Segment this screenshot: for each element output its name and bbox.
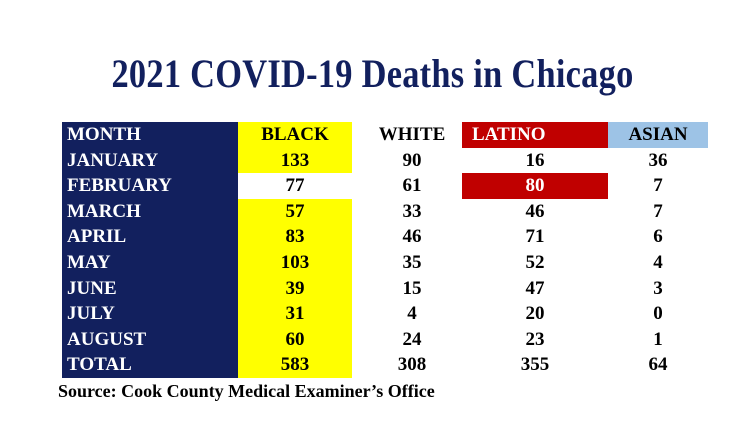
table-row: APRIL 83 46 71 6 — [62, 224, 710, 250]
black-total: 583 — [238, 352, 352, 378]
black-cell: 103 — [238, 250, 352, 276]
total-label: TOTAL — [67, 354, 132, 376]
table-row: FEBRUARY 77 61 80 7 — [62, 173, 710, 199]
month-column-background — [62, 122, 238, 378]
month-cell: FEBRUARY — [67, 175, 172, 197]
white-cell: 33 — [402, 200, 422, 222]
black-cell: 39 — [238, 275, 352, 302]
table-row: MAY 103 35 52 4 — [62, 250, 710, 276]
asian-cell: 7 — [653, 200, 663, 222]
month-cell: JUNE — [67, 277, 117, 299]
asian-total: 64 — [648, 354, 668, 376]
asian-cell: 3 — [653, 277, 663, 299]
black-cell: 133 — [238, 147, 352, 174]
month-cell: MARCH — [67, 200, 141, 222]
asian-cell: 4 — [653, 252, 663, 273]
latino-cell: 20 — [525, 303, 545, 325]
black-cell: 31 — [238, 301, 352, 327]
header-asian: ASIAN — [608, 122, 708, 148]
header-black: BLACK — [238, 122, 352, 148]
chart-title: 2021 COVID-19 Deaths in Chicago — [111, 51, 634, 96]
table-header-row: MONTH BLACK WHITE LATINO ASIAN — [62, 122, 710, 148]
latino-cell: 47 — [525, 277, 545, 299]
white-total: 308 — [397, 354, 427, 376]
asian-cell: 36 — [648, 149, 668, 171]
latino-total: 355 — [520, 354, 550, 376]
table-row: JUNE 39 15 47 3 — [62, 275, 710, 302]
black-cell: 60 — [238, 326, 352, 353]
table-row: JULY 31 4 20 0 — [62, 301, 710, 327]
table-row: MARCH 57 33 46 7 — [62, 198, 710, 225]
latino-cell: 16 — [525, 149, 545, 171]
black-cell: 83 — [238, 224, 352, 250]
source-note: Source: Cook County Medical Examiner’s O… — [58, 381, 435, 401]
latino-cell: 23 — [525, 328, 545, 350]
white-cell: 46 — [402, 226, 422, 248]
asian-cell: 0 — [653, 303, 663, 325]
month-cell: JULY — [67, 303, 115, 325]
month-cell: AUGUST — [67, 328, 147, 350]
white-cell: 4 — [407, 303, 417, 325]
asian-cell: 6 — [653, 226, 663, 248]
latino-cell: 71 — [525, 226, 545, 248]
asian-cell: 1 — [653, 328, 663, 350]
table-row: AUGUST 60 24 23 1 — [62, 326, 710, 353]
table-total-row: TOTAL 583 308 355 64 — [62, 352, 710, 378]
white-cell: 90 — [402, 149, 422, 171]
latino-cell: 52 — [525, 252, 545, 273]
white-cell: 24 — [402, 328, 422, 350]
table-row: JANUARY 133 90 16 36 — [62, 147, 710, 174]
header-month: MONTH — [67, 124, 141, 145]
white-cell: 15 — [402, 277, 422, 299]
white-cell: 61 — [402, 175, 422, 197]
black-cell: 77 — [238, 173, 352, 199]
month-cell: APRIL — [67, 226, 127, 248]
latino-cell: 46 — [525, 200, 545, 222]
asian-cell: 7 — [653, 175, 663, 197]
header-latino: LATINO — [462, 122, 608, 148]
white-cell: 35 — [402, 252, 422, 273]
black-cell: 57 — [238, 198, 352, 225]
month-cell: JANUARY — [67, 149, 159, 171]
latino-cell-highlighted: 80 — [462, 173, 608, 199]
header-white: WHITE — [378, 124, 446, 145]
month-cell: MAY — [67, 252, 111, 273]
